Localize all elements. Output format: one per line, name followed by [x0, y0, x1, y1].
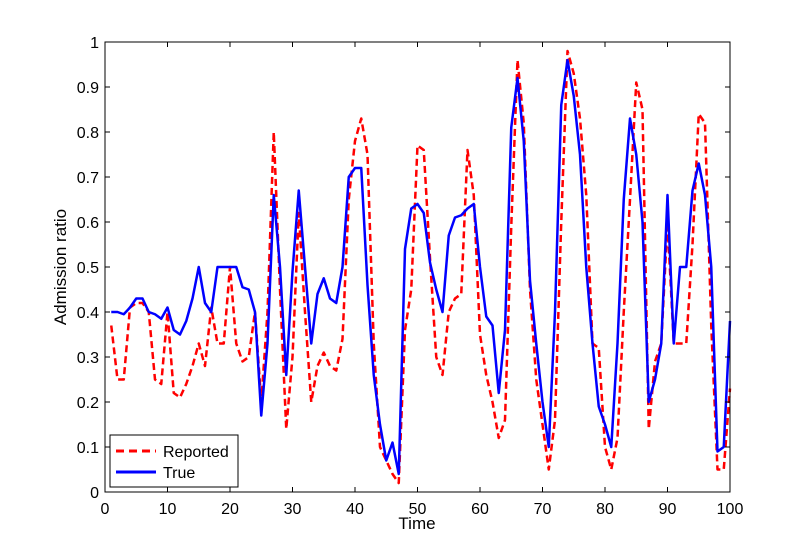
- x-tick-label: 20: [221, 501, 239, 518]
- x-tick-label: 40: [346, 501, 364, 518]
- series-line-true: [111, 58, 732, 476]
- y-tick-label: 0.1: [77, 440, 99, 457]
- x-tick-label: 0: [101, 501, 110, 518]
- y-tick-label: 0.5: [77, 260, 99, 277]
- x-axis-label: Time: [398, 514, 435, 533]
- x-tick-label: 90: [659, 501, 677, 518]
- x-tick-label: 10: [159, 501, 177, 518]
- y-tick-label: 0.8: [77, 125, 99, 142]
- x-tick-label: 50: [409, 501, 427, 518]
- legend-label-true: True: [163, 465, 195, 482]
- y-tick-label: 0.9: [77, 80, 99, 97]
- y-tick-label: 0.6: [77, 215, 99, 232]
- x-tick-label: 30: [284, 501, 302, 518]
- x-tick-label: 80: [596, 501, 614, 518]
- series-line-reported: [110, 49, 732, 485]
- y-axis-label: Admission ratio: [51, 209, 70, 325]
- y-tick-label: 1: [90, 35, 99, 52]
- y-tick-label: 0.7: [77, 170, 99, 187]
- y-axis: 0 0.1 0.2 0.3 0.4 0.5 0.6 0.7 0.8 0.9 1: [77, 35, 730, 502]
- x-axis: 0 10 20 30 40 50 60 70 80 90 100: [101, 42, 744, 518]
- y-tick-label: 0.4: [77, 305, 99, 322]
- y-tick-label: 0.2: [77, 395, 99, 412]
- legend-box: [109, 434, 239, 488]
- legend-label-reported: Reported: [163, 444, 229, 461]
- series-layer: [110, 49, 732, 485]
- legend: Reported True: [109, 434, 239, 488]
- x-tick-label: 100: [717, 501, 744, 518]
- y-tick-label: 0.3: [77, 350, 99, 367]
- x-tick-label: 60: [471, 501, 489, 518]
- x-tick-label: 70: [534, 501, 552, 518]
- y-tick-label: 0: [90, 485, 99, 502]
